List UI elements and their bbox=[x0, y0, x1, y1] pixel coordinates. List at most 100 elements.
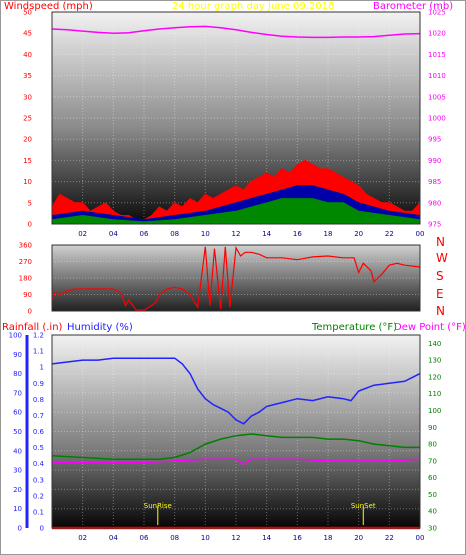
rainfall-axis-title: Rainfall (.in) bbox=[2, 322, 63, 333]
direction-label-n-bottom: N bbox=[436, 304, 445, 318]
barometer-tick-label: 1020 bbox=[428, 30, 446, 38]
barometer-tick-label: 995 bbox=[428, 136, 441, 144]
temperature-tick-label: 120 bbox=[428, 373, 441, 381]
rainfall-tick-label: 0.1 bbox=[33, 508, 44, 516]
chart-title: 24 hour graph day June 09,2018 bbox=[172, 1, 334, 12]
temperature-tick-label: 70 bbox=[428, 457, 437, 465]
barometer-line bbox=[51, 25, 421, 39]
barometer-tick-label: 980 bbox=[428, 199, 441, 207]
temperature-tick-label: 130 bbox=[428, 357, 441, 365]
direction-tick-label: 0 bbox=[28, 308, 32, 316]
wind-tick-label: 20 bbox=[23, 136, 32, 144]
wind-tick-label: 15 bbox=[23, 157, 32, 165]
wind-tick-label: 50 bbox=[23, 9, 32, 17]
rainfall-tick-label: 0.8 bbox=[33, 396, 44, 404]
weather-hour-tick-label: 06 bbox=[140, 534, 149, 542]
barometer-tick-label: 1015 bbox=[428, 51, 446, 59]
wind-hour-tick-label: 12 bbox=[232, 230, 241, 238]
rainfall-tick-label: 1.2 bbox=[33, 332, 44, 340]
wind-hour-tick-label: 06 bbox=[140, 230, 149, 238]
wind-hour-tick-label: 16 bbox=[293, 230, 302, 238]
humidity-tick-label: 40 bbox=[13, 447, 22, 455]
temperature-tick-label: 40 bbox=[428, 508, 437, 516]
direction-tick-label: 360 bbox=[19, 242, 32, 250]
rainfall-tick-label: 0.9 bbox=[33, 380, 44, 388]
barometer-tick-label: 975 bbox=[428, 221, 441, 229]
rainfall-tick-label: 0.2 bbox=[33, 492, 44, 500]
temperature-tick-label: 140 bbox=[428, 340, 441, 348]
rainfall-tick-label: 0.4 bbox=[33, 460, 45, 468]
barometer-tick-label: 1005 bbox=[428, 93, 446, 101]
rainfall-tick-label: 1.1 bbox=[33, 348, 44, 356]
rainfall-tick-label: 0 bbox=[40, 525, 44, 533]
wind-tick-label: 40 bbox=[23, 51, 32, 59]
humidity-tick-label: 30 bbox=[13, 467, 22, 475]
sunset-label: SunSet bbox=[351, 502, 376, 510]
humidity-tick-label: 70 bbox=[13, 389, 22, 397]
weather-hour-tick-label: 02 bbox=[78, 534, 87, 542]
wind-hour-tick-label: 20 bbox=[354, 230, 363, 238]
wind-tick-label: 5 bbox=[28, 199, 32, 207]
temperature-tick-label: 100 bbox=[428, 407, 441, 415]
wind-hour-tick-label: 08 bbox=[170, 230, 179, 238]
weather-hour-tick-label: 08 bbox=[170, 534, 179, 542]
weather-panel-background bbox=[52, 335, 420, 528]
temperature-tick-label: 30 bbox=[428, 525, 437, 533]
barometer-tick-label: 990 bbox=[428, 157, 441, 165]
wind-hour-tick-label: 18 bbox=[324, 230, 333, 238]
humidity-axis-title: Humidity (%) bbox=[67, 322, 133, 333]
rainfall-tick-label: 0.7 bbox=[33, 412, 44, 420]
temperature-tick-label: 80 bbox=[428, 441, 437, 449]
barometer-axis-title: Barometer (mb) bbox=[373, 1, 453, 12]
barometer-tick-label: 1010 bbox=[428, 72, 446, 80]
barometer-tick-label: 985 bbox=[428, 178, 441, 186]
temperature-axis-title: Temperature (°F) bbox=[311, 322, 397, 333]
humidity-tick-label: 80 bbox=[13, 370, 22, 378]
average-wind-area bbox=[51, 198, 421, 225]
humidity-tick-label: 20 bbox=[13, 486, 22, 494]
weather-hour-tick-label: 00 bbox=[416, 534, 425, 542]
weather-hour-tick-label: 18 bbox=[324, 534, 333, 542]
wind-tick-label: 30 bbox=[23, 93, 32, 101]
wind-tick-label: 0 bbox=[28, 221, 32, 229]
weather-hour-tick-label: 20 bbox=[354, 534, 363, 542]
wind-tick-label: 10 bbox=[23, 178, 32, 186]
dewpoint-axis-title: Dew Point (°F) bbox=[394, 322, 466, 333]
barometer-tick-label: 1025 bbox=[428, 9, 446, 17]
direction-label-e: E bbox=[436, 287, 444, 301]
wind-hour-tick-label: 02 bbox=[78, 230, 87, 238]
rainfall-tick-label: 0.5 bbox=[33, 444, 44, 452]
wind-hour-tick-label: 10 bbox=[201, 230, 210, 238]
humidity-tick-label: 10 bbox=[13, 505, 22, 513]
weather-hour-tick-label: 22 bbox=[385, 534, 394, 542]
wind-hour-tick-label: 00 bbox=[416, 230, 425, 238]
wind-axis-title: Windspeed (mph) bbox=[4, 1, 93, 12]
dewpoint-line bbox=[52, 458, 421, 466]
weather-hour-tick-label: 14 bbox=[262, 534, 271, 542]
temperature-tick-label: 50 bbox=[428, 491, 437, 499]
humidity-line bbox=[51, 357, 421, 425]
temperature-line bbox=[51, 433, 420, 460]
weather-hour-tick-label: 04 bbox=[109, 534, 118, 542]
wind-tick-label: 25 bbox=[23, 115, 32, 123]
wind-tick-label: 35 bbox=[23, 72, 32, 80]
sunrise-label: SunRise bbox=[144, 502, 172, 510]
direction-tick-label: 270 bbox=[19, 258, 32, 266]
humidity-tick-label: 60 bbox=[13, 409, 22, 417]
temperature-tick-label: 90 bbox=[428, 424, 437, 432]
wind-hour-tick-label: 14 bbox=[262, 230, 271, 238]
rainfall-tick-label: 0.6 bbox=[33, 428, 45, 436]
wind-direction-line bbox=[51, 245, 421, 311]
axes: 0510152025303540455097598098599099510001… bbox=[9, 9, 446, 543]
humidity-tick-label: 0 bbox=[18, 525, 22, 533]
humidity-tick-label: 50 bbox=[13, 428, 22, 436]
panel-frame bbox=[51, 244, 421, 312]
wind-hour-tick-label: 04 bbox=[109, 230, 118, 238]
direction-label-s: S bbox=[436, 269, 444, 283]
weather-hour-tick-label: 10 bbox=[201, 534, 210, 542]
panel-frame bbox=[51, 334, 421, 529]
direction-tick-label: 180 bbox=[19, 275, 32, 283]
humidity-tick-label: 90 bbox=[13, 351, 22, 359]
